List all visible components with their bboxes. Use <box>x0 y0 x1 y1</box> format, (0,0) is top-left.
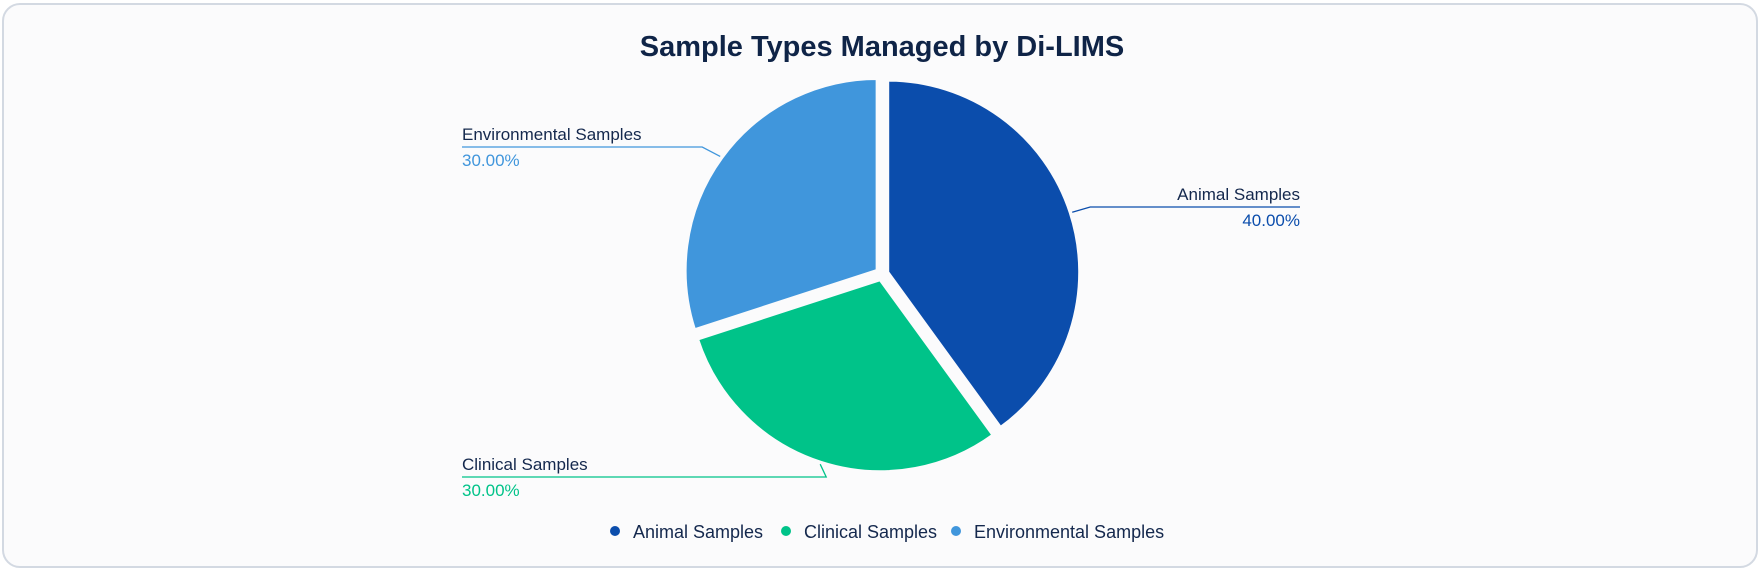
legend-marker-animal-samples <box>610 526 620 536</box>
pie-slice-clinical-samples[interactable] <box>695 277 996 474</box>
slice-callouts: Animal Samples 40.00% Clinical Samples 30.0… <box>462 125 1300 500</box>
legend-marker-environmental-samples <box>951 526 961 536</box>
pie-slice-animal-samples[interactable] <box>886 78 1082 430</box>
callout-label-environmental-samples: Environmental Samples <box>462 125 642 144</box>
pie-slices <box>683 76 1082 474</box>
callout-line-clinical-samples <box>462 463 828 478</box>
legend-label-environmental-samples[interactable]: Environmental Samples <box>974 522 1164 542</box>
callout-value-clinical-samples: 30.00% <box>462 481 520 500</box>
callout-label-animal-samples: Animal Samples <box>1177 185 1300 204</box>
chart-legend: Animal Samples Clinical Samples Environmen… <box>610 522 1164 542</box>
pie-slice-environmental-samples[interactable] <box>683 76 879 332</box>
callout-line-animal-samples <box>1072 206 1300 213</box>
callout-value-animal-samples: 40.00% <box>1242 211 1300 230</box>
chart-title: Sample Types Managed by Di-LIMS <box>640 31 1125 63</box>
callout-value-environmental-samples: 30.00% <box>462 151 520 170</box>
callout-label-clinical-samples: Clinical Samples <box>462 455 588 474</box>
callout-line-environmental-samples <box>462 146 721 158</box>
legend-label-clinical-samples[interactable]: Clinical Samples <box>804 522 937 542</box>
legend-marker-clinical-samples <box>781 526 791 536</box>
legend-label-animal-samples[interactable]: Animal Samples <box>633 522 763 542</box>
